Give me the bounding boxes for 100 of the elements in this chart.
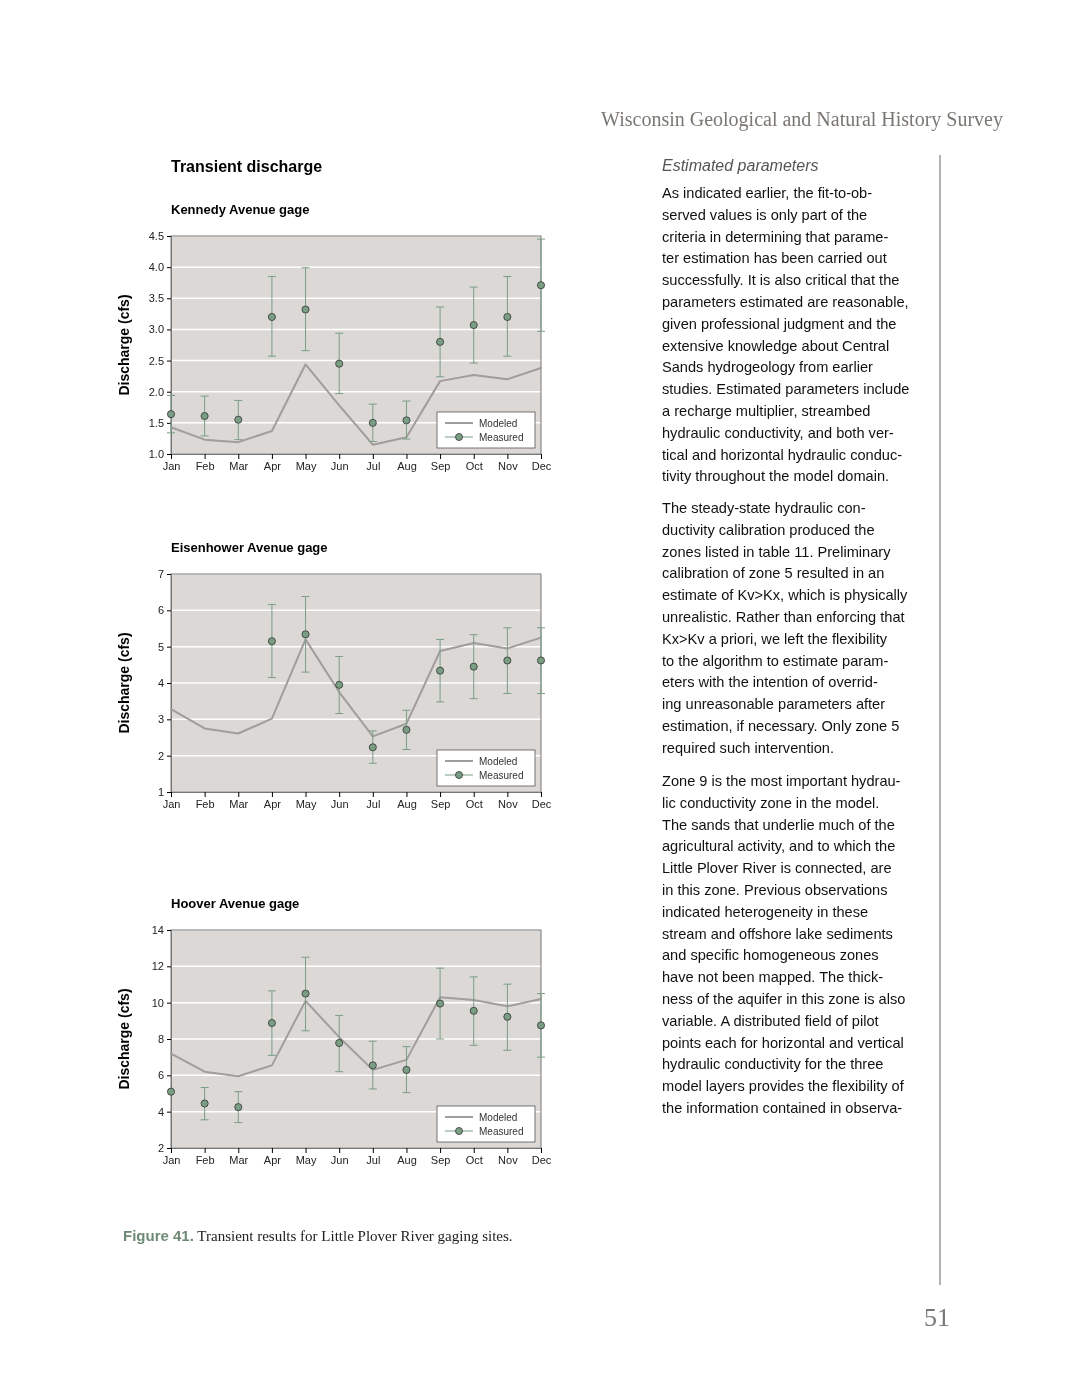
y-tick-label: 3	[157, 713, 164, 726]
y-tick-label: 2.0	[148, 385, 164, 398]
point	[402, 1065, 411, 1074]
point	[368, 418, 377, 427]
point	[436, 999, 445, 1008]
y-tick-label: 3.0	[148, 323, 164, 336]
y-tick-label: 6	[157, 1069, 164, 1082]
x-tick-label: Feb	[195, 459, 215, 472]
point	[200, 1099, 209, 1108]
point	[335, 359, 344, 368]
legend-label: Measured	[479, 770, 524, 781]
x-tick-label: Jun	[330, 797, 349, 810]
x-tick-label: Mar	[229, 797, 249, 810]
point	[234, 1103, 243, 1112]
y-tick-label: 4	[157, 677, 164, 690]
x-tick-label: Mar	[229, 1153, 249, 1166]
point	[503, 1012, 512, 1021]
x-tick-label: Jul	[366, 797, 381, 810]
x-tick-label: Jan	[162, 459, 181, 472]
point	[335, 1039, 344, 1047]
point	[503, 656, 512, 665]
point	[167, 1087, 175, 1096]
point	[267, 637, 276, 646]
y-tick-label: 7	[157, 568, 164, 581]
point	[469, 1006, 478, 1015]
text: 51	[924, 1303, 950, 1332]
legend-label: Modeled	[479, 756, 518, 767]
x-tick-label: Jul	[366, 1153, 381, 1166]
y-tick-label: 4.5	[148, 230, 164, 243]
line-series	[170, 363, 542, 446]
x-tick-label: Feb	[195, 1153, 215, 1166]
point	[402, 416, 411, 425]
legend-label: Modeled	[479, 1112, 518, 1123]
y-tick-label: 3.5	[148, 292, 164, 305]
x-tick-label: Dec	[531, 1153, 552, 1166]
chart-title: Transient discharge	[171, 158, 323, 175]
y-tick-label: 4.0	[148, 261, 164, 274]
x-tick-label: May	[295, 797, 317, 810]
point	[503, 313, 512, 321]
text: As indicated earlier, the fit-to-ob- served values is only part of the criteria in determining that parame- ter estimation has been carried out successfully. It is also critical that the parameters estimated are reasonable, given professional judgment and the extensive knowledge about Central Sands hydrogeology from earlier studies. Estimated parameters include a recharge multiplier, streambed hydraulic conductivity, and both ver- tical and horizontal hydraulic conduc- tivity throughout the model domain.	[662, 185, 910, 485]
point	[537, 656, 545, 665]
y-tick-label: 1	[157, 786, 164, 799]
x-tick-label: Sep	[430, 797, 451, 810]
y-tick-label: 2	[157, 1142, 164, 1155]
x-tick-label: Mar	[229, 459, 249, 472]
point	[436, 666, 445, 675]
chart-subtitle: Kennedy Avenue gage	[171, 202, 310, 217]
x-tick-label: May	[295, 1153, 317, 1166]
y-axis-title: Discharge (cfs)	[116, 294, 132, 396]
text: The steady-state hydraulic con- ductivity calibration produced the zones listed in table 11. Preliminary calibration of zone 5 resulted in an estimate of Kv>Kx, which is physically unrealistic. Rather than enforcing that Kx>Kv a priori, we left the flexibility to the algorithm to estimate param- eters with the intention of overrid- ing unreasonable parameters after estimation, if necessary. Only zone 5 required such intervention.	[662, 500, 908, 756]
x-tick-label: Dec	[531, 459, 552, 472]
point	[267, 313, 276, 321]
legend-label: Measured	[479, 432, 524, 443]
point	[301, 989, 310, 998]
point	[267, 1019, 276, 1027]
x-tick-label: Jun	[330, 1153, 349, 1166]
line-series	[170, 996, 542, 1078]
y-tick-label: 6	[157, 604, 164, 617]
legend-label: Modeled	[479, 418, 518, 429]
y-axis-title: Discharge (cfs)	[116, 632, 132, 734]
point	[368, 1061, 377, 1070]
x-tick-label: Nov	[498, 459, 519, 472]
y-tick-label: 10	[151, 996, 164, 1009]
point	[200, 412, 209, 420]
text: Estimated parameters	[662, 157, 819, 174]
y-axis-title: Discharge (cfs)	[116, 988, 132, 1090]
point	[469, 662, 478, 671]
x-tick-label: Feb	[195, 797, 215, 810]
x-tick-label: Apr	[263, 459, 282, 472]
x-tick-label: Oct	[465, 797, 483, 810]
y-tick-label: 1.5	[148, 416, 164, 429]
x-tick-label: Jul	[366, 459, 381, 472]
point	[537, 281, 545, 290]
text: Zone 9 is the most important hydrau- lic conductivity zone in the model. The sands that underlie much of the agricultural activity, and to which the Little Plover River is connected, are in this zone. Previous observations indicated heterogeneity in these stream and offshore lake sediments and specific homogeneous zones have not been mapped. The thick- ness of the aquifer in this zone is also variable. A distributed field of pilot points each for horizontal and vertical hydraulic conductivity for the three model layers provides the flexibility of the information contained in observa-	[662, 773, 906, 1116]
y-tick-label: 1.0	[148, 448, 164, 461]
x-tick-label: Jan	[162, 797, 181, 810]
x-tick-label: Oct	[465, 459, 483, 472]
x-tick-label: May	[295, 459, 317, 472]
point	[335, 680, 344, 689]
x-tick-label: Nov	[498, 797, 519, 810]
point	[301, 630, 310, 639]
legend-label: Measured	[479, 1126, 524, 1137]
y-tick-label: 2.5	[148, 354, 164, 367]
chart-title: Hoover Avenue gage	[171, 896, 300, 911]
point	[469, 321, 478, 330]
y-tick-label: 12	[151, 960, 164, 973]
point	[368, 743, 377, 752]
y-tick-label: 5	[157, 640, 164, 653]
chart-title: Eisenhower Avenue gage	[171, 540, 328, 555]
x-tick-label: Nov	[498, 1153, 519, 1166]
point	[436, 337, 445, 346]
x-tick-label: Jun	[330, 459, 349, 472]
x-tick-label: Aug	[397, 459, 417, 472]
y-tick-label: 14	[151, 924, 164, 937]
x-tick-label: Aug	[397, 797, 417, 810]
x-tick-label: Apr	[263, 1153, 282, 1166]
x-tick-label: Dec	[531, 797, 552, 810]
x-tick-label: Sep	[430, 459, 451, 472]
point	[402, 725, 411, 734]
x-tick-label: Oct	[465, 1153, 483, 1166]
